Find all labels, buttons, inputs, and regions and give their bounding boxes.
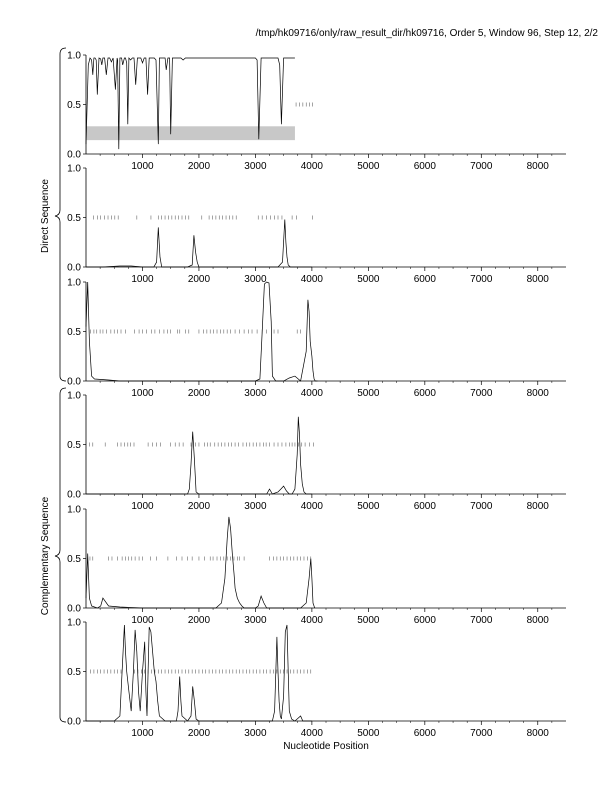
y-tick-label: 1.0	[67, 391, 81, 402]
panel-direct-frame-1: 0.0 0.5 1.0 1000 2000 3000 4000 5000 6000 7000 800…	[67, 51, 566, 172]
x-tick-label: 7000	[470, 388, 493, 399]
y-tick-label: 0.5	[67, 100, 81, 111]
y-tick-label: 0.0	[67, 150, 81, 161]
x-axis-label: Nucleotide Position	[283, 741, 369, 752]
gene-ticks	[295, 102, 313, 107]
y-tick-label: 0.0	[67, 377, 81, 388]
x-tick-label: 6000	[414, 615, 437, 626]
gene-ticks	[89, 442, 314, 447]
x-tick-label: 8000	[527, 388, 550, 399]
x-tick-label: 2000	[188, 615, 211, 626]
x-tick-label: 1000	[131, 728, 154, 739]
x-tick-label: 5000	[357, 615, 380, 626]
x-tick-label: 7000	[470, 728, 493, 739]
x-tick-label: 5000	[357, 388, 380, 399]
x-tick-label: 4000	[301, 615, 324, 626]
y-tick-label: 1.0	[67, 164, 81, 175]
x-tick-label: 2000	[188, 388, 211, 399]
probability-series-line	[86, 219, 312, 268]
x-tick-label: 1000	[131, 615, 154, 626]
x-tick-label: 6000	[414, 728, 437, 739]
y-tick-label: 1.0	[67, 618, 81, 629]
y-tick-label: 0.0	[67, 604, 81, 615]
x-tick-label: 3000	[244, 615, 267, 626]
probability-series-line	[85, 57, 295, 150]
figure-title: /tmp/hk09716/only/raw_result_dir/hk09716…	[256, 28, 599, 39]
x-tick-label: 8000	[527, 274, 550, 285]
y-tick-label: 0.5	[67, 327, 81, 338]
x-tick-label: 5000	[357, 728, 380, 739]
x-tick-label: 8000	[527, 728, 550, 739]
x-tick-label: 2000	[188, 161, 211, 172]
x-tick-label: 1000	[131, 388, 154, 399]
x-tick-label: 5000	[357, 274, 380, 285]
gene-ticks	[90, 669, 312, 674]
x-tick-label: 7000	[470, 274, 493, 285]
x-tick-label: 7000	[470, 615, 493, 626]
x-tick-label: 6000	[414, 274, 437, 285]
x-tick-label: 7000	[470, 501, 493, 512]
x-tick-label: 6000	[414, 501, 437, 512]
y-tick-label: 0.5	[67, 213, 81, 224]
x-tick-label: 3000	[244, 501, 267, 512]
x-tick-label: 4000	[301, 501, 324, 512]
x-tick-label: 3000	[244, 388, 267, 399]
y-tick-label: 0.5	[67, 667, 81, 678]
probability-series-line	[85, 516, 316, 609]
x-tick-label: 4000	[301, 274, 324, 285]
y-tick-label: 1.0	[67, 278, 81, 289]
x-tick-label: 7000	[470, 161, 493, 172]
x-tick-label: 2000	[188, 728, 211, 739]
x-tick-label: 1000	[131, 274, 154, 285]
y-tick-label: 0.5	[67, 554, 81, 565]
panel-direct-frame-2: 0.0 0.5 1.0 1000 2000 3000 4000 5000 6000 7000 800…	[67, 164, 566, 285]
x-tick-label: 3000	[244, 728, 267, 739]
x-tick-label: 2000	[188, 274, 211, 285]
y-tick-label: 0.0	[67, 263, 81, 274]
group-brace-complementary	[54, 387, 67, 723]
x-tick-label: 6000	[414, 161, 437, 172]
x-tick-label: 4000	[301, 388, 324, 399]
x-tick-label: 6000	[414, 388, 437, 399]
y-tick-label: 1.0	[67, 505, 81, 516]
probability-series-line	[86, 624, 312, 722]
group-brace-direct	[54, 47, 67, 382]
x-tick-label: 3000	[244, 274, 267, 285]
x-tick-label: 1000	[131, 501, 154, 512]
direct-sequence-label: Direct Sequence	[40, 179, 51, 253]
complementary-sequence-label: Complementary Sequence	[40, 496, 51, 615]
y-tick-label: 1.0	[67, 51, 81, 62]
y-tick-label: 0.0	[67, 490, 81, 501]
panel-complementary-frame-1: 0.0 0.5 1.0 1000 2000 3000 4000 5000 6000 7000 800…	[67, 391, 566, 512]
highlight-band	[86, 126, 295, 141]
gene-ticks	[93, 215, 313, 220]
panel-complementary-frame-3: 0.0 0.5 1.0 1000 2000 3000 4000 5000 6000 7000 800…	[67, 618, 566, 739]
x-tick-label: 2000	[188, 501, 211, 512]
x-tick-label: 8000	[527, 161, 550, 172]
x-tick-label: 4000	[301, 161, 324, 172]
panel-complementary-frame-2: 0.0 0.5 1.0 1000 2000 3000 4000 5000 6000 7000 800…	[67, 505, 566, 626]
gene-ticks	[90, 329, 301, 334]
panel-direct-frame-3: 0.0 0.5 1.0 1000 2000 3000 4000 5000 6000 7000 800…	[67, 278, 566, 399]
probability-series-line	[85, 281, 318, 382]
x-tick-label: 8000	[527, 615, 550, 626]
y-tick-label: 0.0	[67, 717, 81, 728]
x-tick-label: 3000	[244, 161, 267, 172]
gene-ticks	[89, 556, 312, 561]
x-tick-label: 5000	[357, 501, 380, 512]
x-tick-label: 8000	[527, 501, 550, 512]
x-tick-label: 4000	[301, 728, 324, 739]
probability-series-line	[86, 416, 312, 495]
y-tick-label: 0.5	[67, 440, 81, 451]
x-tick-label: 5000	[357, 161, 380, 172]
x-tick-label: 1000	[131, 161, 154, 172]
